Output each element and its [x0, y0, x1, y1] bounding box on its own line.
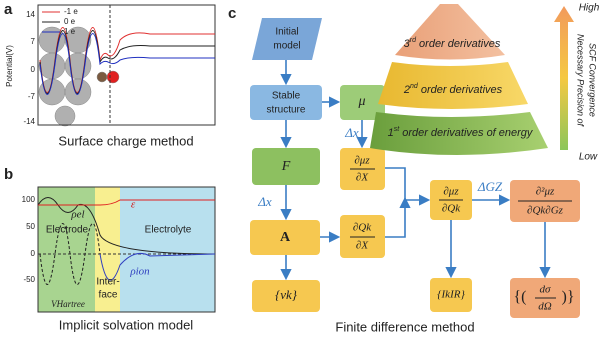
precision-arrow [554, 6, 574, 150]
caption: Surface charge method [58, 133, 193, 148]
fraction-den: ∂X [356, 172, 369, 184]
y-tick: 100 [22, 195, 36, 204]
atoms [38, 26, 120, 127]
brace: )} [561, 289, 574, 306]
step-label: Δx [344, 125, 359, 140]
arrows [280, 60, 551, 281]
node-IR [430, 278, 472, 312]
caption: Finite difference method [335, 319, 474, 334]
y-tick: 7 [31, 37, 36, 46]
y-label: Potential(V) [5, 45, 14, 87]
fraction-den: ∂X [356, 240, 369, 252]
panel-label: b [4, 166, 13, 183]
node-label: {νk} [275, 287, 298, 302]
rho-el-curve [37, 197, 216, 255]
pyramid-label: 2nd order derivatives [403, 83, 503, 96]
node-label: structure [267, 105, 306, 116]
node-stable-structure [250, 85, 322, 120]
interface: face [99, 290, 118, 301]
epsilon-curve [38, 199, 215, 206]
fraction-den: dΩ [538, 301, 552, 313]
pyramid-label: 1st order derivatives of energy [388, 126, 534, 139]
scale-title: SCF Convergence [588, 43, 598, 117]
fraction-num: ∂Qk [353, 222, 372, 234]
y-tick: -7 [28, 92, 36, 101]
node-label: model [273, 41, 300, 52]
curve-plus1 [39, 33, 215, 95]
legend-label: 1 e [64, 27, 76, 36]
electrode: Electrode [46, 225, 89, 236]
y-tick: -50 [23, 275, 35, 284]
node-label: F [281, 159, 291, 174]
node-mu [340, 85, 385, 120]
interface: Inter- [96, 277, 119, 288]
pyramid-tier [395, 4, 505, 60]
brace: {( [513, 289, 526, 306]
fraction-den: ∂Qk∂Gz [527, 205, 564, 217]
fraction-num: dσ [540, 284, 552, 296]
node-initial-model [252, 18, 322, 60]
legend: -1 e 0 e 1 e [42, 7, 78, 36]
caption: Implicit solvation model [59, 317, 193, 332]
node-label: {IkIR} [437, 289, 465, 301]
electrode-region [38, 187, 95, 312]
y-tick: 0 [31, 249, 36, 258]
node-A [250, 220, 320, 255]
legend-label: 0 e [64, 17, 76, 26]
v-hartree: VHartree [51, 299, 85, 309]
scale-title: Necessary Precision of [576, 34, 586, 128]
scale-high: High [579, 3, 600, 14]
plot-frame [37, 186, 216, 313]
plot-frame [37, 4, 216, 126]
y-tick: -14 [23, 117, 35, 126]
panel-label: a [4, 1, 13, 18]
legend-label: -1 e [64, 7, 78, 16]
scale-low: Low [579, 152, 598, 163]
v-hartree-curve [39, 223, 101, 285]
epsilon: ε [131, 199, 136, 211]
node-nu [252, 280, 320, 312]
panel-label: c [228, 5, 236, 22]
rho-ion-curve [99, 253, 216, 281]
pyramid-label: 3rd order derivatives [404, 37, 501, 50]
y-tick: 14 [26, 10, 35, 19]
node-label: A [280, 230, 291, 245]
fraction-num: ∂μz [443, 186, 459, 198]
rho-ion: ρion [129, 266, 150, 278]
electrolyte: Electrolyte [145, 225, 192, 236]
node-label: μ [357, 94, 365, 109]
node-label: Initial [275, 27, 298, 38]
step-label: ΔGZ [477, 179, 503, 194]
node-label: Stable [272, 91, 301, 102]
y-tick: 50 [26, 222, 35, 231]
pyramid-tier [378, 62, 528, 109]
fraction-num: ∂μz [354, 155, 370, 167]
step-label: Δx [257, 194, 272, 209]
node-F [252, 148, 320, 185]
rho-el: ρel [70, 209, 84, 221]
fraction-den: ∂Qk [442, 203, 461, 215]
fraction-num: ∂²μz [536, 186, 555, 198]
pyramid-tier [370, 112, 548, 155]
y-tick: 0 [31, 65, 36, 74]
